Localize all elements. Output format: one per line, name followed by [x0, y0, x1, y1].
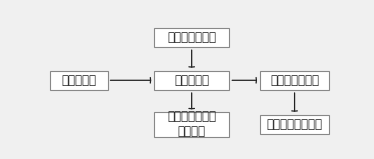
- FancyBboxPatch shape: [260, 115, 329, 134]
- FancyBboxPatch shape: [154, 28, 229, 47]
- Text: 机械手及控制器: 机械手及控制器: [270, 74, 319, 87]
- FancyBboxPatch shape: [260, 70, 329, 90]
- FancyBboxPatch shape: [50, 70, 108, 90]
- Text: 焦距可调镜头、
工业相机: 焦距可调镜头、 工业相机: [167, 110, 216, 138]
- Text: 视觉控制器: 视觉控制器: [174, 74, 209, 87]
- Text: 屏幕抓取旋转机构: 屏幕抓取旋转机构: [267, 118, 322, 131]
- FancyBboxPatch shape: [154, 70, 229, 90]
- FancyBboxPatch shape: [154, 112, 229, 137]
- Text: 检测结果显示器: 检测结果显示器: [167, 31, 216, 44]
- Text: 屏幕点亮器: 屏幕点亮器: [61, 74, 96, 87]
